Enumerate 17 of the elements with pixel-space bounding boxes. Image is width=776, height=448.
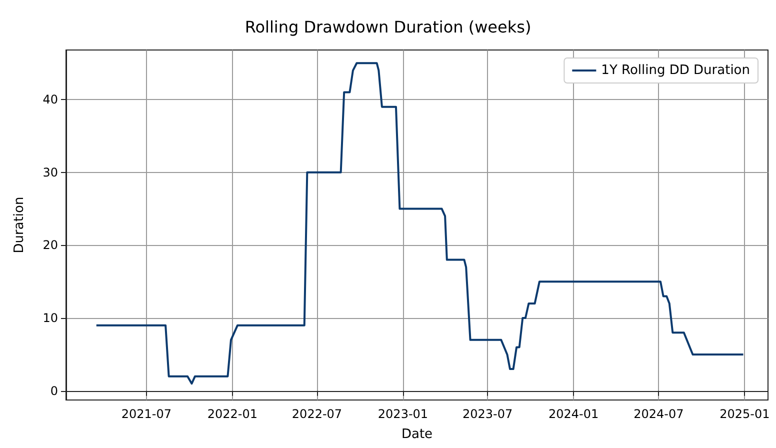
x-axis-title: Date: [401, 427, 433, 442]
legend-label: 1Y Rolling DD Duration: [601, 63, 750, 78]
y-tick-label: 40: [42, 92, 58, 107]
x-tick-label: 2024-07: [634, 407, 684, 421]
x-tick-label: 2022-07: [292, 407, 342, 421]
x-tick-label: 2025-01: [720, 407, 770, 421]
y-tick-label: 30: [42, 165, 58, 180]
chart-title: Rolling Drawdown Duration (weeks): [244, 18, 532, 36]
x-tick-label: 2023-01: [378, 407, 428, 421]
y-tick-label: 20: [42, 238, 58, 252]
x-tick-label: 2022-01: [207, 407, 258, 421]
x-tick-label: 2021-07: [121, 407, 172, 421]
x-tick-label: 2023-07: [462, 407, 513, 421]
y-tick-label: 10: [42, 311, 58, 326]
y-axis-title: Duration: [12, 196, 27, 254]
x-tick-label: 2024-01: [548, 407, 599, 421]
y-tick-label: 0: [50, 384, 58, 398]
